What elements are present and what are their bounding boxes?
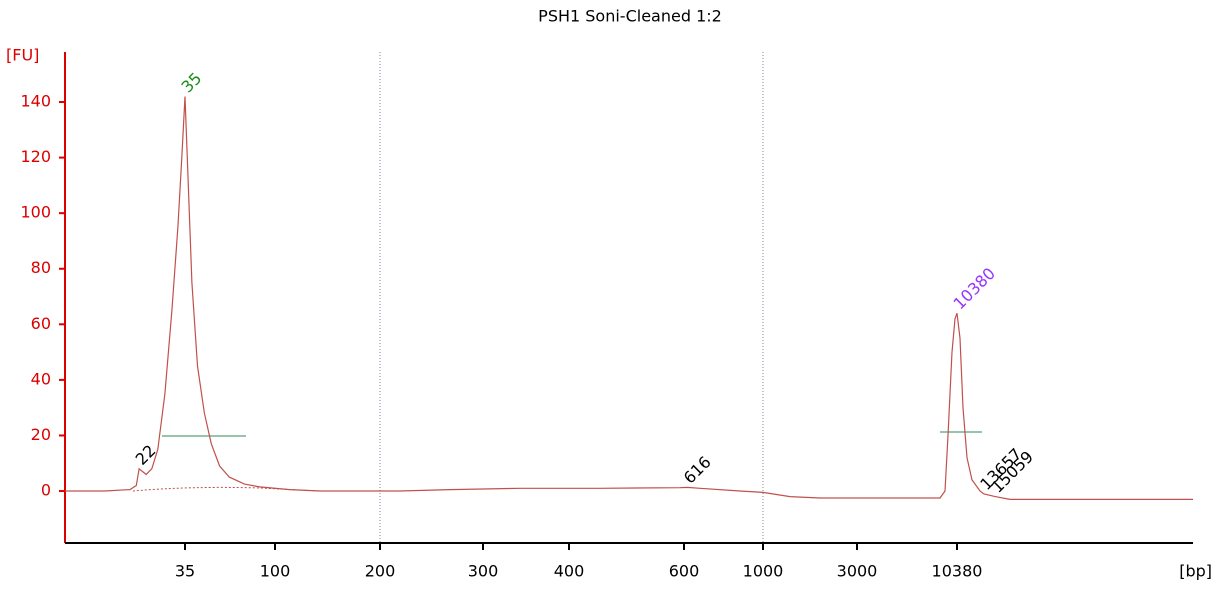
x-tick-label: 3000	[837, 562, 878, 581]
y-tick-label: 40	[31, 369, 51, 388]
trace-line	[65, 96, 1193, 500]
chart-title: PSH1 Soni-Cleaned 1:2	[538, 7, 722, 26]
y-tick-label: 60	[31, 314, 51, 333]
y-tick-label: 80	[31, 258, 51, 277]
peak-label: 35	[178, 69, 206, 97]
baseline	[132, 486, 321, 492]
x-tick-label: 100	[260, 562, 291, 581]
y-tick-label: 120	[20, 147, 51, 166]
y-tick-label: 0	[41, 481, 51, 500]
x-tick-label: 10380	[932, 562, 983, 581]
y-axis-label: [FU]	[6, 46, 39, 65]
x-tick-label: 35	[175, 562, 195, 581]
x-axis-label: [bp]	[1179, 562, 1212, 581]
peak-label: 616	[680, 452, 715, 487]
y-tick-label: 100	[20, 203, 51, 222]
peak-label: 22	[132, 441, 160, 469]
x-tick-label: 400	[554, 562, 585, 581]
y-tick-label: 140	[20, 92, 51, 111]
x-tick-label: 1000	[743, 562, 784, 581]
y-tick-label: 20	[31, 425, 51, 444]
x-tick-label: 200	[365, 562, 396, 581]
x-tick-label: 300	[468, 562, 499, 581]
peak-label: 10380	[950, 264, 999, 313]
x-tick-label: 600	[669, 562, 700, 581]
